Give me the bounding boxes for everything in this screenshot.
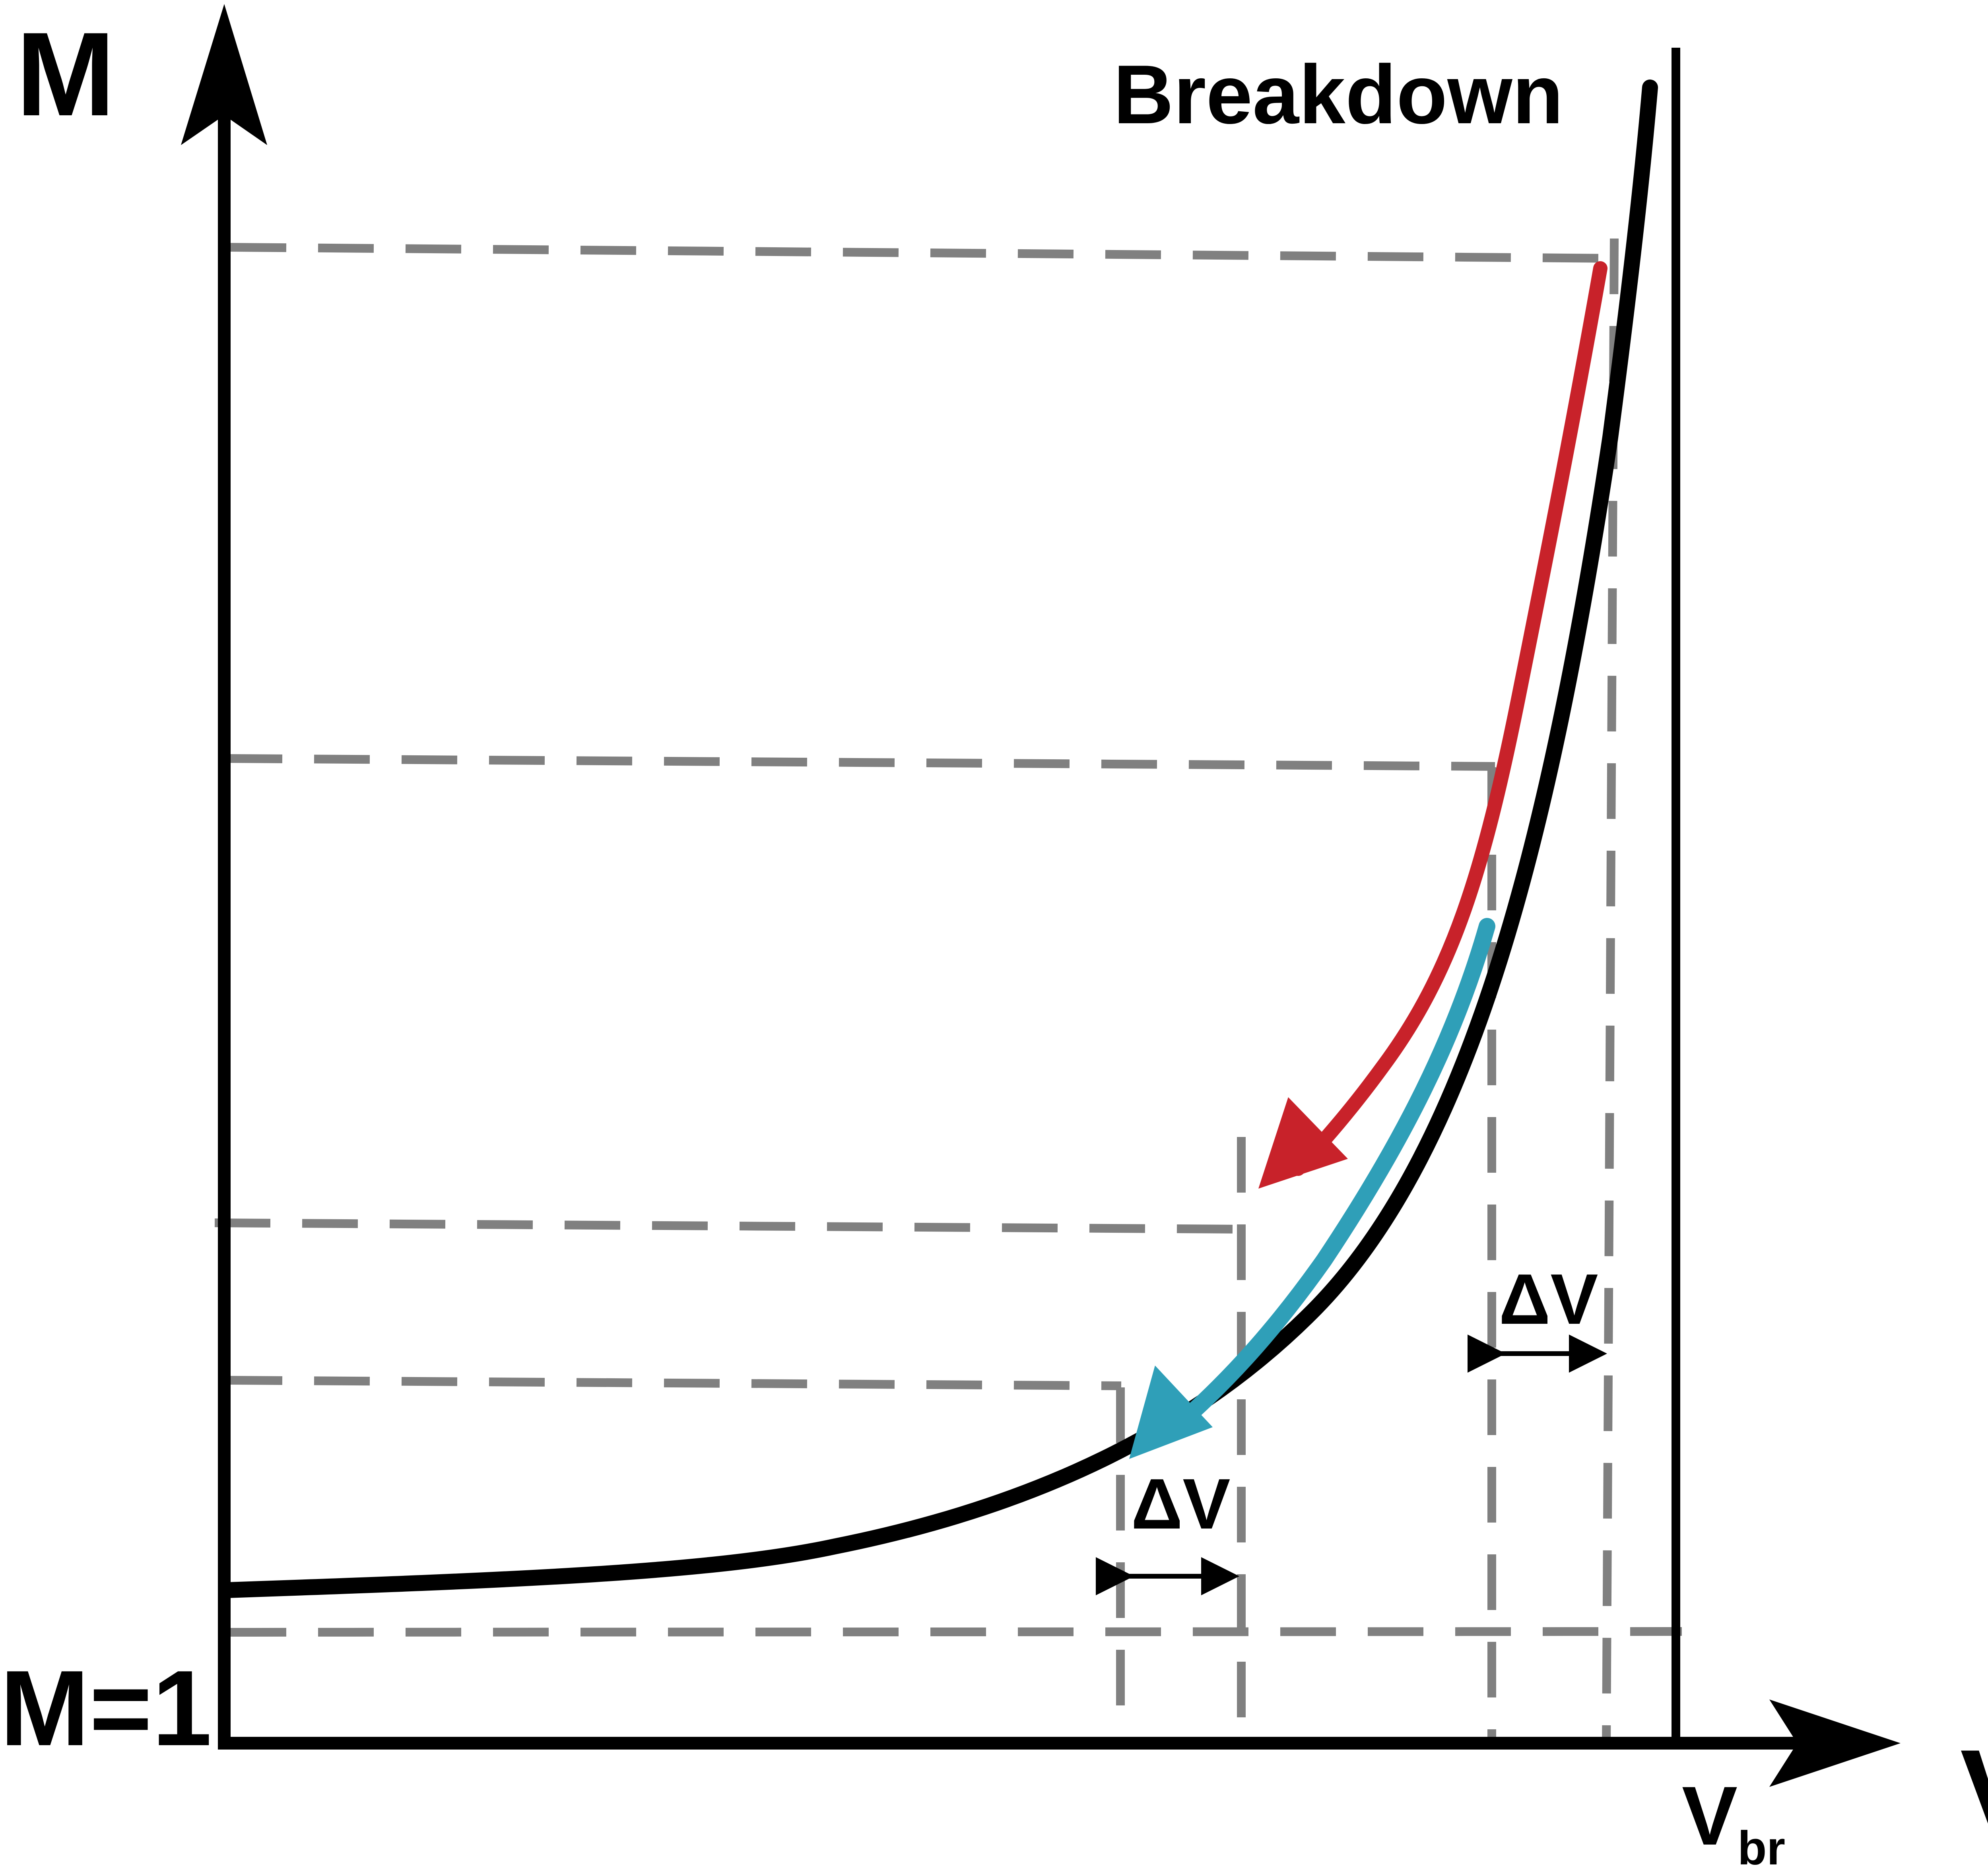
blue-arrowhead (1129, 1366, 1213, 1459)
vbr-label-main: V (1682, 1769, 1738, 1862)
delta-v-arrows (1096, 1335, 1607, 1595)
guide-h-lower-mid (214, 1218, 1241, 1234)
x-axis-label: V (1960, 1725, 1988, 1858)
delta-v-right-label: ΔV (1499, 1259, 1598, 1339)
y-axis-arrowhead (181, 4, 267, 145)
delta-v-left-label: ΔV (1131, 1464, 1230, 1544)
m-equals-one-label: M=1 (0, 1649, 212, 1768)
vbr-label: Vbr (1682, 1769, 1785, 1868)
breakdown-label: Breakdown (1113, 48, 1563, 141)
red-arrow-shaft (1291, 261, 1607, 1176)
guide-h-low (226, 1376, 1122, 1390)
horizontal-guide-lines (214, 243, 1682, 1637)
multiplication-curve (219, 80, 1658, 1598)
x-axis-arrowhead (1769, 1699, 1901, 1787)
guide-h-top (230, 243, 1615, 263)
red-arrowhead (1258, 1097, 1348, 1189)
axes (181, 4, 1901, 1787)
guide-v-4 (1602, 238, 1619, 1750)
blue-arrow-shaft (1180, 918, 1495, 1424)
guide-h-m1 (230, 1627, 1682, 1637)
y-axis-label: M (16, 7, 115, 141)
guide-h-upper-mid (226, 754, 1495, 771)
vbr-label-subscript: br (1738, 1822, 1785, 1868)
